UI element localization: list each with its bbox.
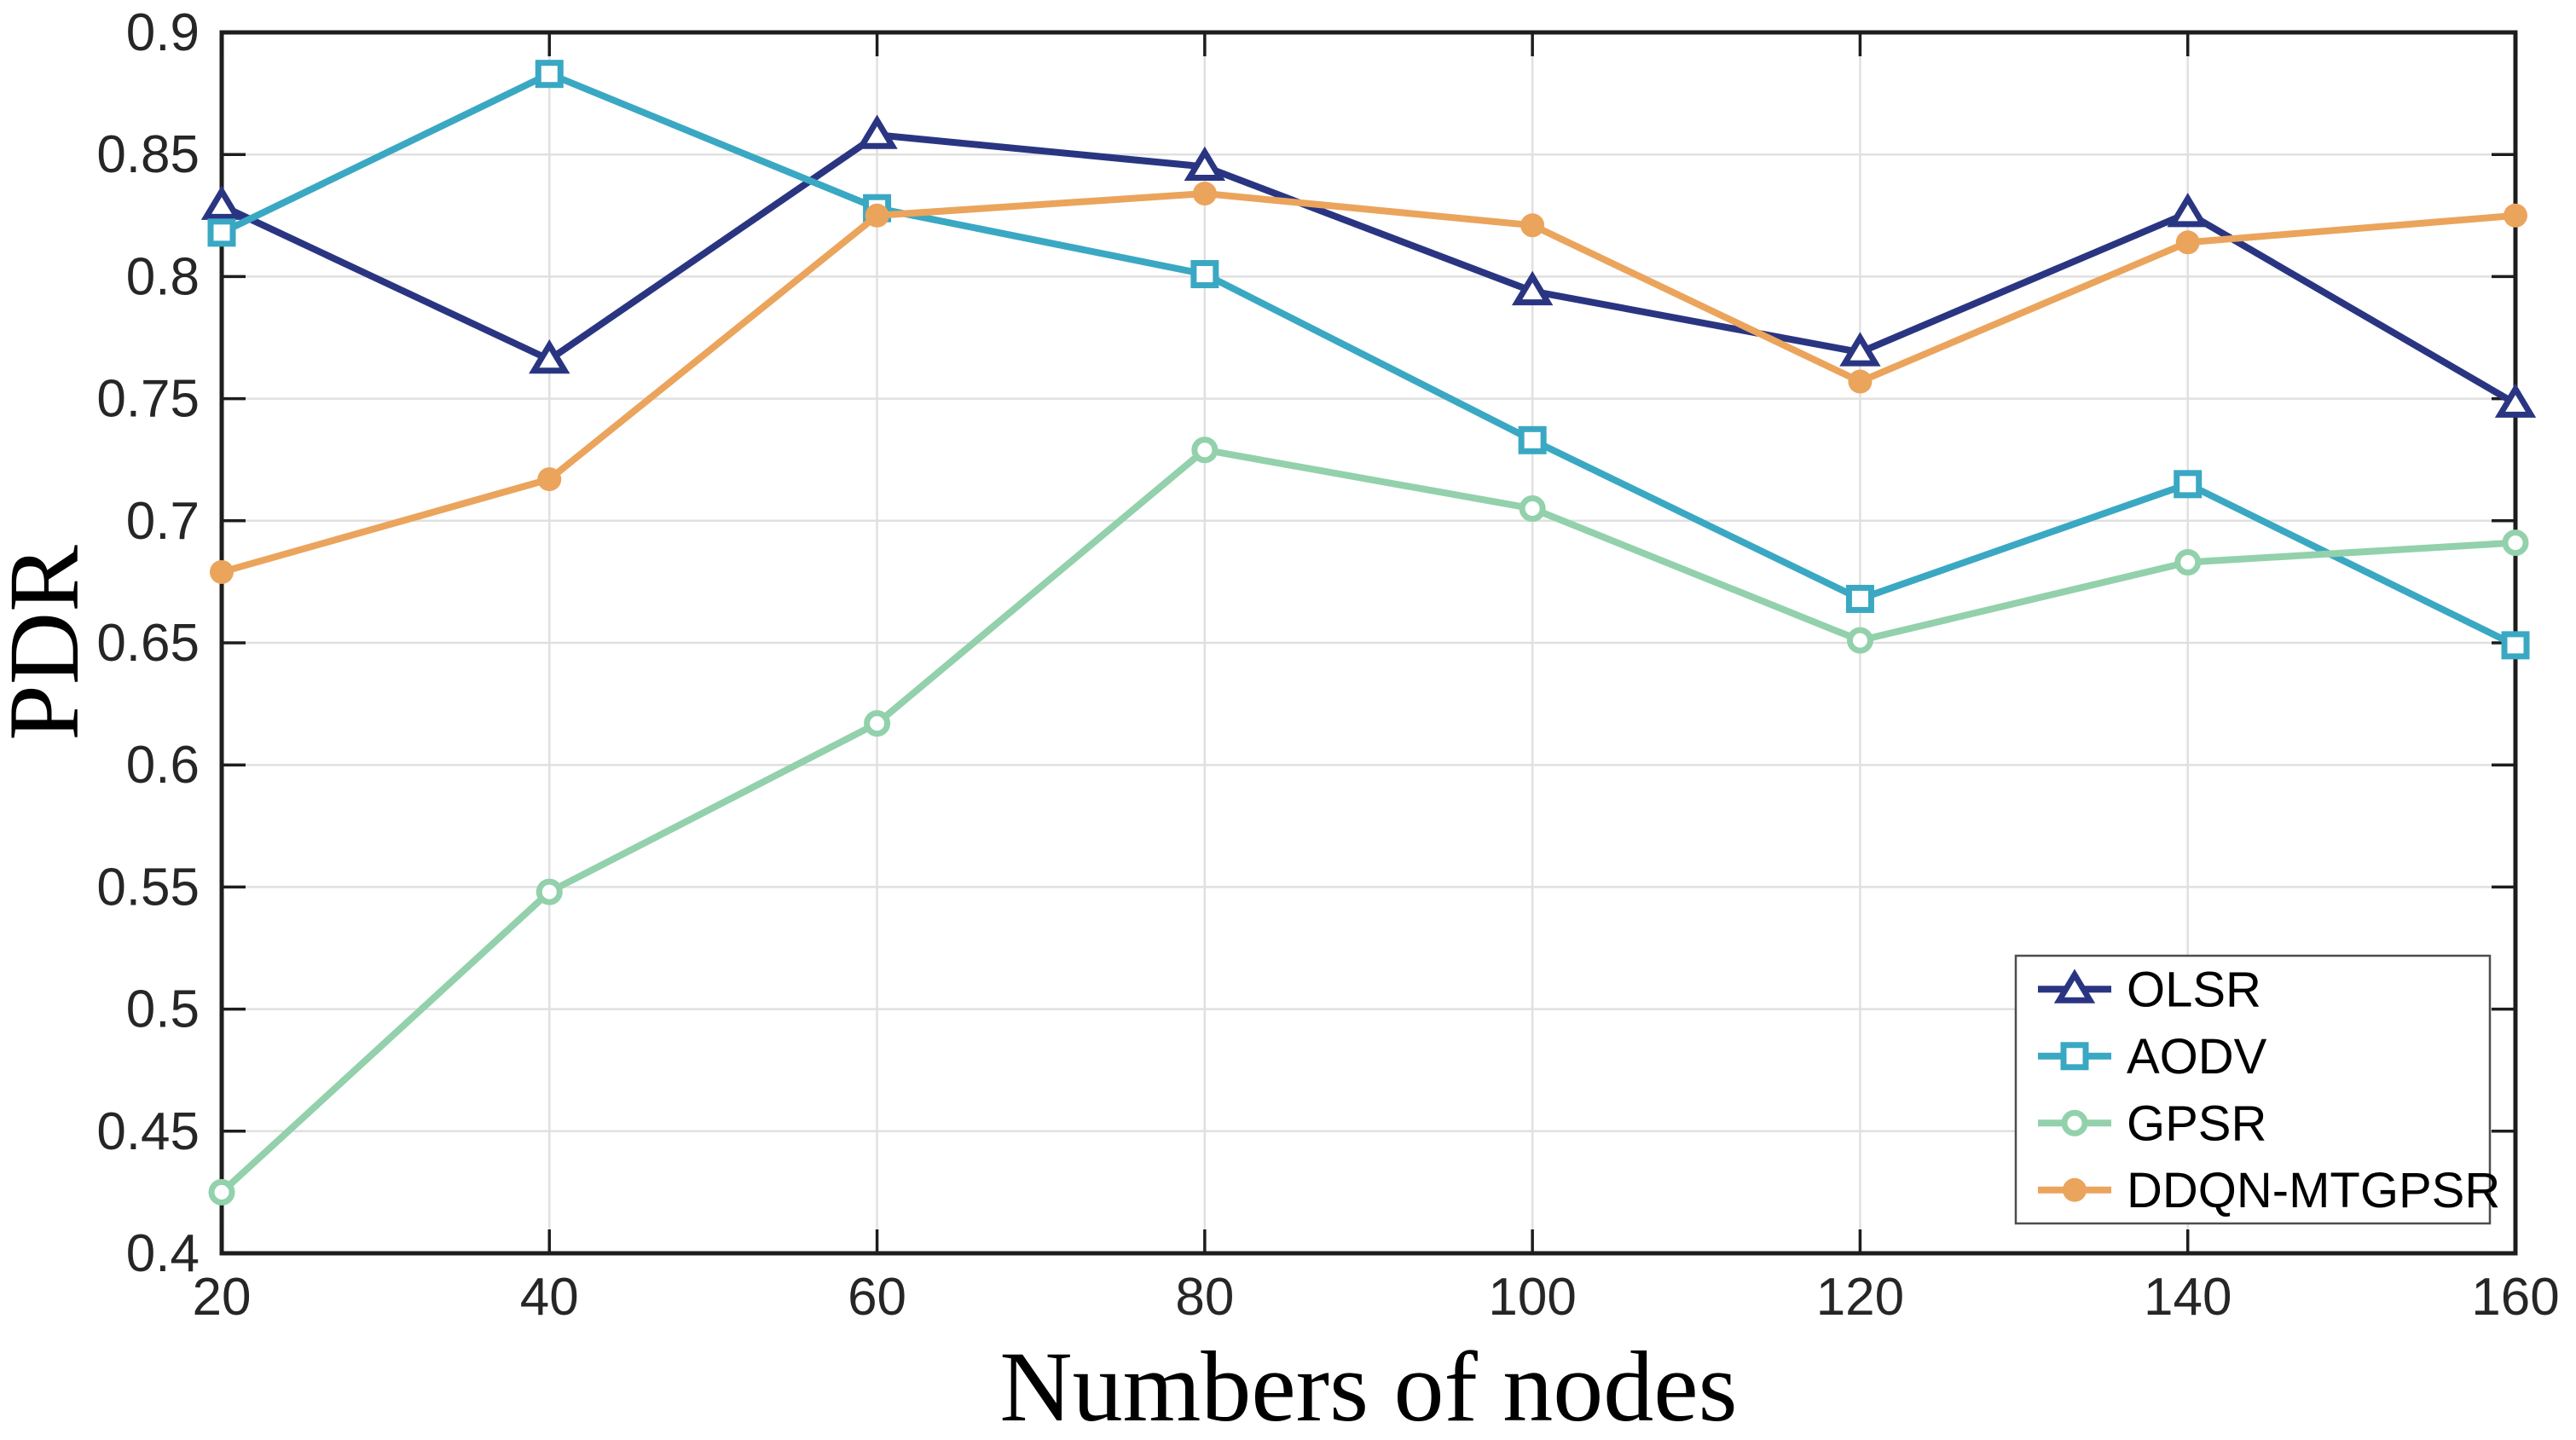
marker-square-icon	[1518, 425, 1547, 454]
marker-circle-icon	[2174, 548, 2202, 575]
x-tick-label: 140	[2144, 1268, 2232, 1327]
marker-square-icon	[2174, 470, 2203, 499]
x-tick-label: 20	[193, 1268, 252, 1327]
marker-circle-filled-icon	[2063, 1177, 2087, 1202]
marker-circle-filled-icon	[210, 559, 234, 584]
marker-triangle-icon	[529, 338, 570, 374]
x-axis-title: Numbers of nodes	[999, 1331, 1738, 1440]
marker-circle-icon	[2061, 1109, 2088, 1136]
series-line-aodv	[218, 70, 2519, 649]
marker-square-icon	[2501, 631, 2530, 660]
marker-triangle-icon	[2053, 969, 2096, 1003]
y-tick-label: 0.6	[126, 736, 200, 795]
marker-circle-filled-icon	[2504, 203, 2527, 228]
x-tick-label: 40	[520, 1268, 579, 1327]
y-axis-title: PDR	[0, 545, 100, 741]
marker-square-icon	[1190, 260, 1219, 289]
y-tick-label: 0.45	[96, 1102, 200, 1161]
marker-circle-icon	[1846, 627, 1873, 654]
x-tick-label: 100	[1488, 1268, 1576, 1327]
y-tick-label: 0.7	[126, 492, 200, 551]
x-tick-label: 60	[848, 1268, 906, 1327]
legend-label: DDQN-MTGPSR	[2127, 1163, 2500, 1218]
legend-label: OLSR	[2127, 962, 2261, 1017]
marker-circle-filled-icon	[537, 467, 562, 492]
marker-circle-filled-icon	[1192, 182, 1217, 206]
legend-label: GPSR	[2127, 1096, 2266, 1151]
y-tick-label: 0.9	[126, 3, 200, 62]
series-line-olsr	[218, 131, 2519, 408]
marker-circle-icon	[864, 710, 891, 737]
legend-box	[2014, 954, 2492, 1225]
y-tick-label: 0.5	[126, 980, 200, 1039]
marker-triangle-icon	[1839, 332, 1881, 367]
y-tick-label: 0.8	[126, 247, 200, 306]
marker-circle-filled-icon	[1848, 369, 1873, 394]
marker-triangle-icon	[856, 114, 898, 149]
marker-circle-icon	[1191, 437, 1219, 464]
y-tick-label: 0.4	[126, 1224, 200, 1283]
legend-label: AODV	[2127, 1029, 2267, 1084]
marker-circle-icon	[208, 1178, 235, 1206]
marker-circle-filled-icon	[865, 203, 889, 228]
marker-triangle-icon	[2167, 193, 2208, 228]
y-tick-label: 0.85	[96, 125, 200, 184]
marker-square-icon	[1845, 584, 1874, 613]
y-tick-label: 0.75	[96, 370, 200, 429]
marker-square-icon	[535, 60, 564, 89]
x-tick-label: 80	[1175, 1268, 1234, 1327]
marker-circle-filled-icon	[2175, 230, 2200, 255]
marker-triangle-icon	[1184, 146, 1226, 182]
marker-square-icon	[207, 218, 236, 247]
marker-triangle-icon	[1511, 270, 1554, 306]
marker-triangle-icon	[2494, 383, 2537, 418]
marker-circle-icon	[535, 878, 563, 905]
series-line-ddqn-mtgpsr	[218, 190, 2519, 575]
y-tick-label: 0.55	[96, 858, 200, 917]
y-tick-label: 0.65	[96, 614, 200, 673]
marker-circle-icon	[1519, 494, 1546, 522]
marker-circle-filled-icon	[1520, 213, 1545, 238]
x-tick-label: 120	[1816, 1268, 1904, 1327]
x-tick-label: 160	[2471, 1268, 2559, 1327]
marker-triangle-icon	[200, 185, 243, 220]
series-line-gpsr	[218, 446, 2519, 1196]
marker-circle-icon	[2502, 529, 2529, 557]
marker-square-icon	[2060, 1042, 2089, 1071]
